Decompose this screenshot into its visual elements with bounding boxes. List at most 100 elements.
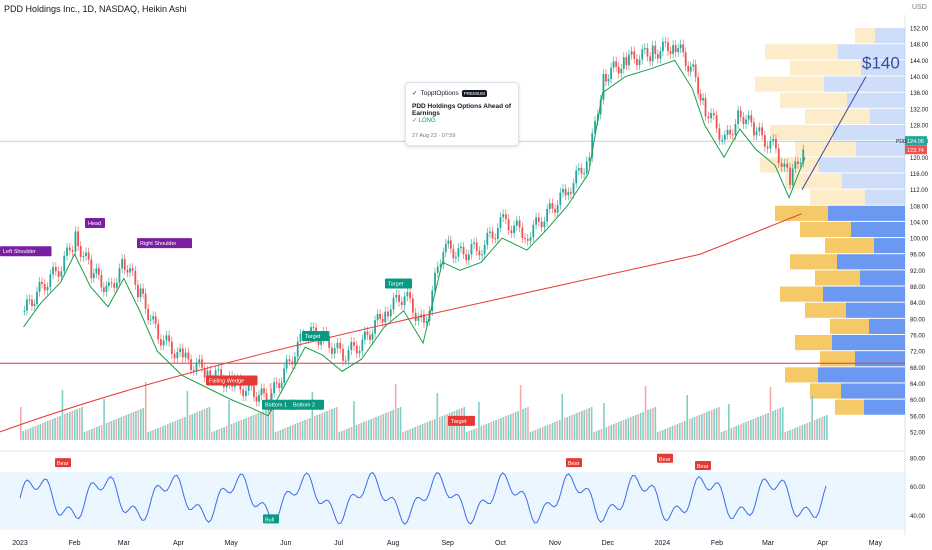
y-tick-label: 132.00 bbox=[910, 107, 929, 113]
volume-bar bbox=[132, 412, 135, 440]
volume-bar bbox=[725, 430, 728, 440]
candle-body bbox=[580, 167, 583, 174]
volume-bar bbox=[171, 422, 174, 440]
volume-bar bbox=[519, 385, 522, 440]
volume-bar bbox=[223, 427, 225, 440]
idea-position-label: LONG bbox=[418, 118, 436, 124]
volume-bar bbox=[468, 431, 470, 440]
volume-bar bbox=[279, 430, 282, 440]
candle-body bbox=[71, 250, 74, 252]
volume-bar bbox=[818, 418, 821, 440]
candle-body bbox=[165, 335, 168, 341]
candle-body bbox=[280, 382, 283, 388]
candle-body bbox=[442, 252, 445, 265]
volume-bar bbox=[593, 432, 595, 440]
candle-body bbox=[247, 383, 250, 391]
volume-bar bbox=[514, 412, 517, 440]
volume-bar bbox=[186, 391, 189, 440]
vp-down-bar bbox=[805, 302, 846, 318]
volume-bar bbox=[284, 428, 287, 440]
volume-bar bbox=[294, 424, 296, 440]
volume-bar bbox=[671, 426, 674, 440]
volume-bar bbox=[617, 422, 620, 440]
volume-bar bbox=[414, 427, 417, 440]
volume-bar bbox=[718, 407, 720, 440]
candle-body bbox=[79, 246, 82, 257]
idea-card[interactable]: ✓ TopptOptions PREMIUM PDD Holdings Option… bbox=[405, 82, 519, 146]
volume-bar bbox=[627, 418, 630, 440]
volume-bar bbox=[661, 430, 664, 440]
candle-body bbox=[521, 227, 524, 239]
candle-body bbox=[537, 217, 540, 222]
volume-bar bbox=[588, 408, 590, 440]
x-tick-label: Feb bbox=[711, 540, 723, 547]
candle-body bbox=[187, 352, 190, 360]
volume-bar bbox=[664, 429, 666, 440]
vp-up-bar bbox=[875, 28, 905, 44]
candle-body bbox=[499, 217, 502, 228]
ma-200-line bbox=[0, 213, 802, 433]
pattern-label: Head bbox=[88, 221, 101, 227]
volume-bar bbox=[642, 412, 644, 440]
vp-down-bar bbox=[775, 205, 828, 221]
candle-body bbox=[52, 267, 54, 275]
volume-bar bbox=[100, 425, 103, 440]
candle-body bbox=[258, 394, 260, 402]
volume-bar bbox=[196, 412, 198, 440]
premium-badge: PREMIUM bbox=[461, 89, 488, 97]
volume-bar bbox=[688, 419, 691, 440]
y-tick-label: 92.00 bbox=[910, 269, 926, 275]
candle-body bbox=[447, 240, 450, 244]
candle-body bbox=[74, 231, 77, 252]
volume-bar bbox=[676, 424, 679, 440]
candle-body bbox=[664, 41, 667, 43]
candle-body bbox=[794, 161, 797, 169]
volume-bar bbox=[742, 423, 745, 440]
volume-bar bbox=[554, 422, 556, 440]
candle-body bbox=[411, 298, 414, 313]
volume-bar bbox=[385, 413, 387, 440]
candle-body bbox=[444, 243, 447, 253]
candle-body bbox=[610, 67, 612, 80]
volume-bar bbox=[250, 416, 252, 440]
volume-bar bbox=[679, 423, 681, 440]
vp-up-bar bbox=[842, 173, 905, 189]
volume-bar bbox=[245, 418, 247, 440]
volume-bar bbox=[713, 409, 715, 440]
brand-label: TopptOptions bbox=[420, 89, 459, 97]
candle-body bbox=[255, 396, 258, 402]
candle-body bbox=[543, 221, 546, 228]
volume-bar bbox=[242, 419, 245, 440]
candle-body bbox=[625, 57, 628, 66]
candle-body bbox=[68, 247, 71, 251]
volume-bar bbox=[311, 392, 314, 440]
candle-body bbox=[392, 297, 395, 310]
candle-body bbox=[617, 66, 620, 74]
y-tick-label: 76.00 bbox=[910, 334, 926, 340]
volume-bar bbox=[392, 410, 394, 440]
candle-body bbox=[615, 61, 618, 67]
volume-bar bbox=[118, 418, 120, 440]
volume-bar bbox=[135, 411, 137, 440]
volume-bar bbox=[522, 409, 524, 440]
volume-bar bbox=[791, 429, 794, 440]
candle-body bbox=[26, 299, 28, 311]
candle-body bbox=[526, 238, 529, 241]
y-tick-label: 100.00 bbox=[910, 237, 929, 243]
candle-body bbox=[121, 259, 123, 269]
volume-bar bbox=[157, 428, 159, 440]
volume-bar bbox=[659, 431, 662, 440]
volume-bar bbox=[73, 410, 76, 440]
candle-body bbox=[494, 238, 497, 240]
volume-bar bbox=[154, 429, 157, 440]
volume-bar bbox=[59, 416, 61, 440]
candle-body bbox=[710, 113, 712, 119]
candle-body bbox=[591, 133, 594, 158]
volume-bar bbox=[549, 424, 551, 440]
volume-bar bbox=[779, 408, 782, 440]
candle-body bbox=[559, 192, 562, 206]
volume-bar bbox=[539, 428, 541, 440]
price-tag-current-text: 124.06 bbox=[907, 139, 924, 145]
candle-body bbox=[546, 208, 549, 222]
